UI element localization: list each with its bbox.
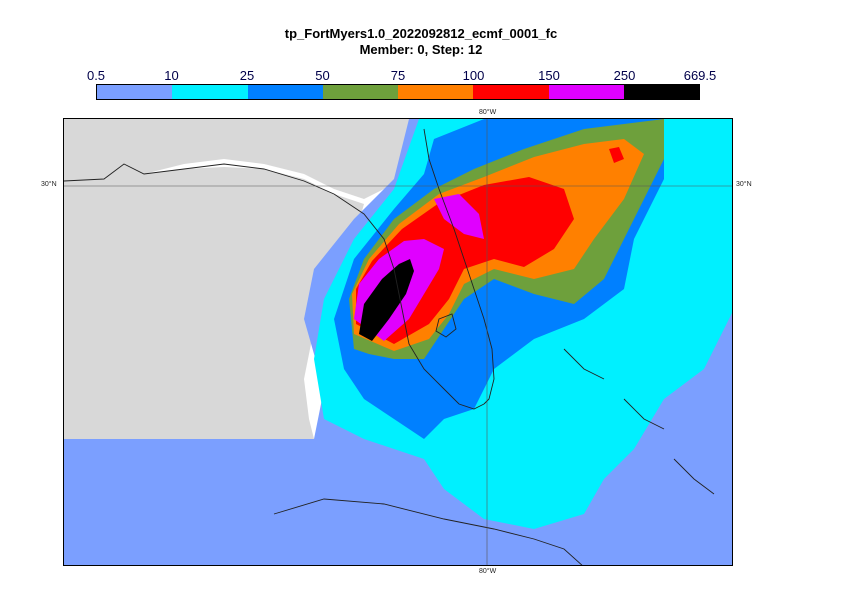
lon-label-top: 80°W <box>479 109 497 116</box>
tick-label-3: 25 <box>239 68 255 83</box>
coastlines <box>64 128 715 565</box>
tick-label-4: 50 <box>315 68 330 83</box>
colorbar-segment-3 <box>247 85 323 99</box>
cuba-outline <box>273 498 583 565</box>
colorbar-tick-labels: 0.5 10 25 50 75 100 150 250 669.5 <box>87 68 716 84</box>
chart-title: tp_FortMyers1.0_2022092812_ecmf_0001_fc <box>284 26 558 41</box>
florida-east-coast <box>423 128 495 405</box>
colorbar <box>96 84 700 100</box>
tick-label-6: 100 <box>462 68 485 83</box>
colorbar-segment-1 <box>97 85 173 99</box>
lake-okeechobee <box>435 313 457 338</box>
lon-label-bottom: 80°W <box>479 568 497 575</box>
lat-label-left: 30°N <box>41 181 57 188</box>
precip-band-250 <box>359 259 414 341</box>
map-svg <box>64 119 732 565</box>
colorbar-segment-8 <box>623 85 699 99</box>
lat-label-right: 30°N <box>736 181 752 188</box>
chart-subtitle: Member: 0, Step: 12 <box>359 42 483 57</box>
colorbar-segment-5 <box>398 85 474 99</box>
tick-label-1: 0.5 <box>86 68 106 83</box>
colorbar-segment-7 <box>548 85 624 99</box>
tick-label-8: 250 <box>613 68 636 83</box>
bahamas-outline <box>563 348 715 495</box>
tick-label-9: 669.5 <box>683 68 717 83</box>
tick-label-7: 150 <box>538 68 560 83</box>
precipitation-map <box>63 118 733 566</box>
tick-label-2: 10 <box>164 68 179 83</box>
colorbar-segment-2 <box>172 85 248 99</box>
florida-west-coast <box>333 193 485 410</box>
gulf-coast-line <box>64 163 335 195</box>
colorbar-segment-6 <box>473 85 549 99</box>
precip-band-150-spot <box>609 147 624 163</box>
land-mass <box>64 119 732 449</box>
colorbar-segment-4 <box>322 85 398 99</box>
precipitation-field <box>64 119 732 565</box>
tick-label-5: 75 <box>390 68 406 83</box>
